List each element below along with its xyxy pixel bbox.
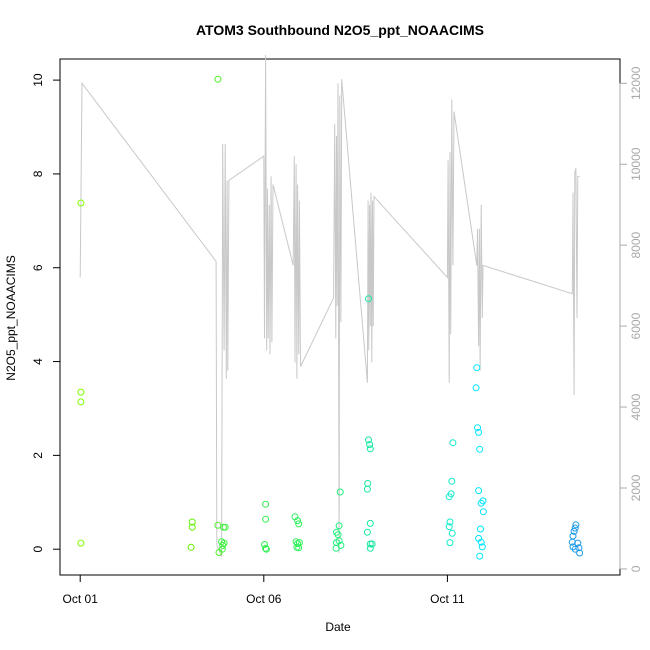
chart-title: ATOM3 Southbound N2O5_ppt_NOAACIMS <box>196 22 484 38</box>
data-point <box>575 544 583 552</box>
y2-tick-label: 6000 <box>629 312 643 339</box>
y-tick-label: 0 <box>31 546 45 553</box>
data-point <box>476 445 484 453</box>
data-point <box>366 544 374 552</box>
data-point <box>77 199 85 207</box>
data-point <box>475 428 483 436</box>
x-tick-label: Oct 11 <box>430 592 465 606</box>
data-point <box>445 523 453 531</box>
data-point <box>479 508 487 516</box>
data-point <box>570 527 578 535</box>
y2-tick-label: 12000 <box>629 66 643 100</box>
data-point <box>446 518 454 526</box>
data-point <box>365 436 372 444</box>
data-point <box>366 441 374 449</box>
data-point <box>478 543 486 551</box>
data-point <box>188 523 196 531</box>
data-point <box>571 524 579 532</box>
series-line <box>79 54 580 557</box>
data-point <box>335 537 343 545</box>
data-point <box>446 539 454 547</box>
data-point <box>474 424 481 432</box>
y-tick-label: 10 <box>31 73 45 87</box>
x-tick-label: Oct 01 <box>63 592 99 606</box>
y-axis-left: 0 2 4 6 8 10 <box>31 73 61 553</box>
y2-tick-label: 10000 <box>629 147 643 181</box>
data-point <box>262 515 270 523</box>
data-point <box>262 545 270 553</box>
data-point <box>187 543 195 551</box>
data-point <box>475 487 483 495</box>
data-point <box>477 538 485 546</box>
data-point <box>77 388 85 396</box>
data-point <box>188 518 196 526</box>
x-tick-label: Oct 06 <box>246 592 282 606</box>
data-point <box>477 525 484 533</box>
data-point <box>571 545 579 553</box>
y-tick-label: 4 <box>31 358 45 365</box>
y2-tick-label: 2000 <box>629 474 643 501</box>
y2-tick-label: 8000 <box>629 231 643 258</box>
data-point <box>363 528 371 536</box>
data-point <box>261 541 268 548</box>
data-point <box>77 539 85 547</box>
data-point <box>477 499 485 507</box>
data-point <box>365 295 372 303</box>
data-point <box>221 523 229 531</box>
data-point <box>445 493 453 501</box>
points-layer <box>77 75 584 560</box>
data-point <box>294 517 302 525</box>
data-point <box>473 364 481 372</box>
y-tick-label: 6 <box>31 264 45 271</box>
y-axis-right: 0 2000 4000 6000 8000 10000 12000 <box>619 66 643 572</box>
x-axis-label: Date <box>325 620 351 634</box>
line-series-layer <box>79 54 580 557</box>
y-tick-label: 8 <box>31 170 45 177</box>
data-point <box>366 519 374 527</box>
y2-tick-label: 4000 <box>629 393 643 420</box>
data-point <box>332 544 340 552</box>
data-point <box>364 480 372 487</box>
data-point <box>220 539 228 547</box>
data-point <box>448 529 456 537</box>
y-axis-label: N2O5_ppt_NOAACIMS <box>4 255 18 380</box>
data-point <box>363 485 371 493</box>
data-point <box>576 549 584 557</box>
y-tick-label: 2 <box>31 452 45 459</box>
data-point <box>476 552 484 560</box>
data-point <box>218 545 226 553</box>
data-point <box>448 477 456 485</box>
data-point <box>449 439 457 447</box>
data-point <box>295 544 303 552</box>
data-point <box>77 398 85 406</box>
data-point <box>366 445 374 453</box>
data-point <box>214 75 222 83</box>
data-point <box>336 488 344 496</box>
x-axis: Oct 01 Oct 06 Oct 11 <box>63 574 465 606</box>
data-point <box>368 540 376 548</box>
data-point <box>572 521 580 529</box>
data-point <box>262 544 270 552</box>
data-point <box>479 497 487 505</box>
data-point <box>262 500 270 508</box>
data-point <box>295 520 303 528</box>
y2-tick-label: 0 <box>629 565 643 572</box>
data-point <box>335 522 343 530</box>
data-point <box>574 539 582 547</box>
data-point <box>472 384 480 392</box>
